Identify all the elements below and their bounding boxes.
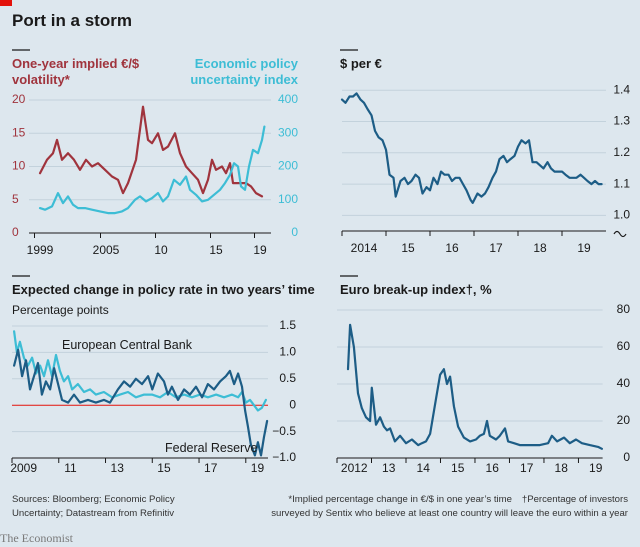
y-tick-label: −1.0 <box>272 450 296 464</box>
sources: Uncertainty; Datastream from Refinitiv <box>12 508 174 519</box>
x-tick-label: 19 <box>589 461 603 475</box>
x-tick-label: 19 <box>251 461 265 475</box>
series-line <box>13 348 269 457</box>
y-tick-label: 60 <box>617 339 631 353</box>
panel-title: $ per € <box>340 56 382 71</box>
footnote: †Percentage of investors <box>522 494 628 505</box>
brand-tag <box>0 0 12 6</box>
y-tick-label: 1.2 <box>613 145 630 159</box>
y2-tick-label: 0 <box>291 225 298 239</box>
series-line <box>13 330 267 412</box>
y-tick-label: 80 <box>617 302 631 316</box>
y-tick-label: 0.5 <box>279 371 296 385</box>
y-axis-title: volatility* <box>12 72 71 87</box>
x-tick-label: 15 <box>209 243 223 257</box>
x-tick-label: 13 <box>111 461 125 475</box>
x-tick-label: 2009 <box>10 461 37 475</box>
y-tick-label: 1.0 <box>613 208 630 222</box>
y-tick-label: 1.4 <box>613 82 630 96</box>
y2-tick-label: 100 <box>278 192 298 206</box>
y-tick-label: 15 <box>12 125 26 139</box>
y-tick-label: 1.0 <box>279 345 296 359</box>
chart-title: Port in a storm <box>12 11 132 30</box>
y2-tick-label: 400 <box>278 92 298 106</box>
x-tick-label: 2012 <box>341 461 368 475</box>
panel-title: Euro break-up index†, % <box>340 282 492 297</box>
series-line <box>340 92 603 204</box>
y2-tick-label: 300 <box>278 125 298 139</box>
y-tick-label: 1.3 <box>613 114 630 128</box>
footnote: *Implied percentage change in €/$ in one… <box>288 494 512 505</box>
y-tick-label: 1.5 <box>279 318 296 332</box>
x-tick-label: 18 <box>555 461 569 475</box>
footnote: surveyed by Sentix who believe at least … <box>271 508 629 519</box>
y2-tick-label: 200 <box>278 159 298 173</box>
brand: The Economist <box>0 531 74 545</box>
panel-subtitle: Percentage points <box>12 303 109 317</box>
x-tick-label: 2005 <box>93 243 120 257</box>
y-tick-label: 10 <box>12 159 26 173</box>
y-tick-label: 0 <box>12 225 19 239</box>
y-tick-label: −0.5 <box>272 424 296 438</box>
y2-axis-title: Economic policy <box>195 56 299 71</box>
panel-title: Expected change in policy rate in two ye… <box>12 282 315 297</box>
x-tick-label: 10 <box>154 243 168 257</box>
x-tick-label: 17 <box>520 461 534 475</box>
x-tick-label: 1999 <box>27 243 54 257</box>
series-line <box>38 105 264 198</box>
x-tick-label: 14 <box>417 461 431 475</box>
series-label: European Central Bank <box>62 338 193 352</box>
series-line <box>38 125 266 215</box>
x-tick-label: 19 <box>253 243 267 257</box>
y2-axis-title: uncertainty index <box>190 72 298 87</box>
y-tick-label: 20 <box>617 413 631 427</box>
y-tick-label: 0 <box>623 450 630 464</box>
y-tick-label: 20 <box>12 92 26 106</box>
x-tick-label: 15 <box>401 241 415 255</box>
x-tick-label: 13 <box>382 461 396 475</box>
sources: Sources: Bloomberg; Economic Policy <box>12 494 175 505</box>
x-tick-label: 2014 <box>351 241 378 255</box>
y-tick-label: 0 <box>289 397 296 411</box>
series-line <box>346 323 603 450</box>
y-tick-label: 1.1 <box>613 176 630 190</box>
x-tick-label: 11 <box>64 461 77 475</box>
y-tick-label: 40 <box>617 376 631 390</box>
x-tick-label: 15 <box>451 461 465 475</box>
y-axis-title: One-year implied €/$ <box>12 56 140 71</box>
axis-break <box>613 230 627 238</box>
x-tick-label: 18 <box>533 241 547 255</box>
x-tick-label: 16 <box>445 241 459 255</box>
y-tick-label: 5 <box>12 192 19 206</box>
x-tick-label: 15 <box>157 461 171 475</box>
x-tick-label: 19 <box>577 241 591 255</box>
x-tick-label: 16 <box>486 461 500 475</box>
series-label: Federal Reserve <box>165 441 257 455</box>
x-tick-label: 17 <box>489 241 503 255</box>
x-tick-label: 17 <box>204 461 218 475</box>
